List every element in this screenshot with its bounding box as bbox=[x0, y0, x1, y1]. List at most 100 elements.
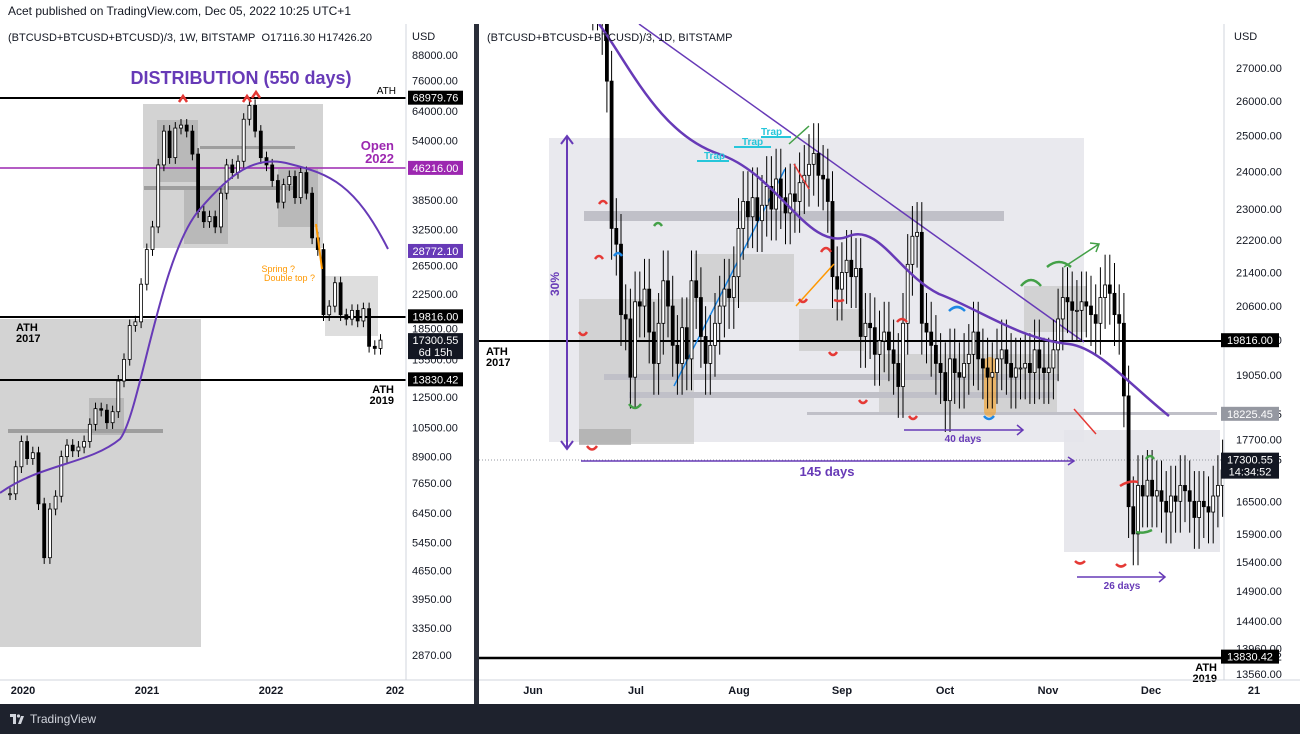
price-tag-bg bbox=[1221, 649, 1279, 664]
candle-body bbox=[623, 314, 628, 320]
ath-2019-label: ATH bbox=[1195, 662, 1217, 674]
candle-body bbox=[304, 172, 309, 194]
brand-logo[interactable]: TradingView bbox=[10, 712, 96, 726]
candle-body bbox=[680, 327, 685, 364]
top-marker bbox=[1144, 454, 1156, 460]
days-145-label: 145 days bbox=[800, 464, 855, 479]
candle-body bbox=[70, 444, 75, 452]
candle-body bbox=[258, 130, 263, 159]
candle-body bbox=[372, 345, 377, 349]
candle-body bbox=[999, 349, 1004, 360]
distribution-label: DISTRIBUTION (550 days) bbox=[130, 68, 351, 88]
bottom-marker bbox=[907, 415, 919, 421]
panel-separator[interactable] bbox=[474, 24, 479, 704]
candle-body bbox=[656, 322, 661, 364]
weekly-chart[interactable]: DISTRIBUTION (550 days) ATH Open 2022 AT… bbox=[0, 24, 474, 704]
time-tick-label: 202 bbox=[386, 685, 404, 697]
weekly-price-tags: 68979.76 46216.00 28772.10 19816.00 17300.55… bbox=[408, 90, 463, 387]
time-tick-label: Dec bbox=[1141, 685, 1161, 697]
candle-body bbox=[1197, 500, 1201, 518]
candle-body bbox=[976, 331, 981, 360]
level-bar bbox=[8, 429, 163, 433]
candle-body bbox=[310, 192, 315, 239]
box bbox=[694, 254, 794, 302]
price-tick-label: 27000.00 bbox=[1236, 63, 1282, 75]
top-marker bbox=[593, 254, 605, 260]
candle-body bbox=[253, 105, 258, 132]
candle-body bbox=[241, 118, 246, 162]
candle-body bbox=[1131, 506, 1136, 535]
candle-body bbox=[224, 164, 229, 194]
price-tag-bg bbox=[408, 333, 463, 348]
price-tick-label: 24000.00 bbox=[1236, 167, 1282, 179]
candle-body bbox=[218, 192, 223, 228]
price-tick-label: 14900.00 bbox=[1236, 586, 1282, 598]
candle-body bbox=[769, 186, 774, 210]
time-tick-label: Nov bbox=[1038, 685, 1060, 697]
candle-body bbox=[1079, 301, 1084, 311]
box bbox=[799, 309, 864, 351]
price-tick-label: 12500.00 bbox=[412, 392, 458, 404]
price-tick-label: 54000.00 bbox=[412, 136, 458, 148]
candle-body bbox=[750, 197, 755, 218]
candle-body bbox=[755, 197, 760, 222]
time-tick-label: 2022 bbox=[259, 685, 283, 697]
candle-body bbox=[275, 180, 280, 203]
candle-body bbox=[184, 124, 189, 132]
candle-body bbox=[896, 363, 901, 387]
time-tick-label: Sep bbox=[832, 685, 852, 697]
candle-body bbox=[684, 327, 689, 360]
downtrend-line bbox=[638, 24, 1085, 343]
candle-body bbox=[905, 263, 910, 324]
price-axis[interactable] bbox=[1224, 24, 1300, 704]
price-tick-label: 88000.00 bbox=[412, 50, 458, 62]
price-tick-label: 3950.00 bbox=[412, 594, 452, 606]
candle-body bbox=[647, 288, 652, 333]
weekly-chart-panel[interactable]: DISTRIBUTION (550 days) ATH Open 2022 AT… bbox=[0, 24, 474, 704]
double-top-label: Double top ? bbox=[264, 273, 315, 283]
price-tag-bg bbox=[408, 309, 463, 324]
pct-label: 30% bbox=[548, 272, 562, 296]
price-tag-label: 14:34:52 bbox=[1229, 467, 1272, 479]
ath-2017-year: 2017 bbox=[16, 333, 40, 345]
price-tick-label: 20600.00 bbox=[1236, 301, 1282, 313]
price-tick-label: 4650.00 bbox=[412, 565, 452, 577]
bottom-marker bbox=[827, 351, 839, 357]
candle-body bbox=[156, 164, 161, 228]
level-bar bbox=[200, 146, 295, 149]
bottom-marker bbox=[797, 298, 809, 304]
candle-body bbox=[1046, 367, 1051, 373]
down-arrow bbox=[793, 163, 810, 190]
tradingview-icon bbox=[10, 713, 24, 724]
price-tick-label: 23000.00 bbox=[1236, 204, 1282, 216]
candle-body bbox=[952, 358, 957, 373]
candle-body bbox=[287, 176, 292, 186]
daily-chart-panel[interactable]: 30% ATH 2017 ATH 2019 145 days 40 days 2… bbox=[479, 24, 1300, 704]
price-tag-bg bbox=[408, 345, 463, 360]
candle-body bbox=[666, 280, 670, 307]
candle-body bbox=[872, 327, 877, 355]
bottom-marker bbox=[585, 445, 599, 451]
days-40-label: 40 days bbox=[945, 434, 982, 445]
candle-body bbox=[1178, 485, 1183, 502]
price-tag-bg bbox=[1221, 452, 1279, 467]
candle-body bbox=[1084, 301, 1089, 307]
top-marker bbox=[819, 246, 833, 253]
time-tick-label: 2021 bbox=[135, 685, 159, 697]
candle-body bbox=[1169, 495, 1173, 513]
candle-body bbox=[797, 182, 802, 202]
level-bar bbox=[604, 374, 1059, 380]
candle-body bbox=[378, 339, 383, 349]
moving-average-line bbox=[597, 24, 1170, 417]
year-label: 2022 bbox=[365, 151, 394, 166]
candle-body bbox=[633, 301, 638, 378]
daily-chart[interactable]: 30% ATH 2017 ATH 2019 145 days 40 days 2… bbox=[479, 24, 1300, 704]
candle-body bbox=[1122, 322, 1126, 397]
candle-body bbox=[990, 372, 995, 378]
candle-body bbox=[1042, 367, 1046, 373]
candle-body bbox=[1173, 495, 1178, 502]
price-axis[interactable] bbox=[406, 24, 474, 704]
candle-body bbox=[938, 363, 943, 373]
candle-body bbox=[605, 24, 609, 82]
price-tick-label: 16500.00 bbox=[1236, 496, 1282, 508]
